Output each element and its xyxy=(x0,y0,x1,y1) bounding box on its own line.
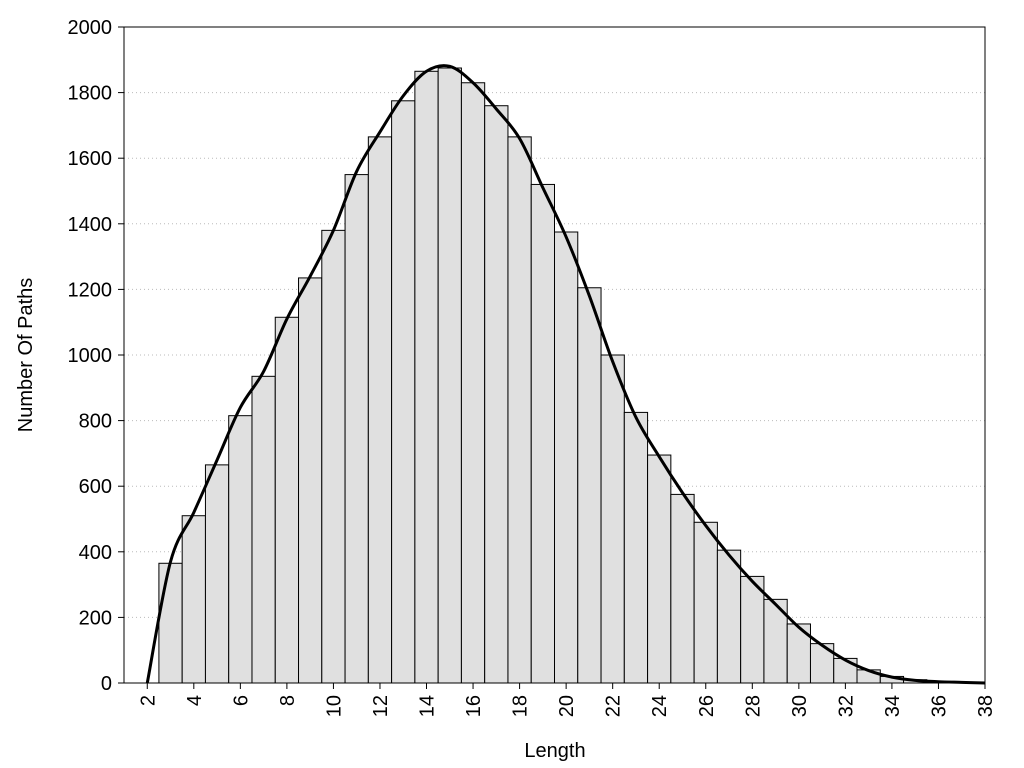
x-tick-label: 34 xyxy=(882,695,904,717)
y-axis-label: Number Of Paths xyxy=(15,278,37,433)
x-tick-label: 20 xyxy=(556,695,578,717)
x-tick-label: 32 xyxy=(835,695,857,717)
x-tick-label: 26 xyxy=(696,695,718,717)
x-tick-label: 36 xyxy=(928,695,950,717)
bar xyxy=(204,464,230,684)
bar xyxy=(577,287,602,684)
bar xyxy=(391,100,416,684)
x-tick-label: 22 xyxy=(603,695,625,717)
bar xyxy=(693,521,718,684)
bar xyxy=(716,549,742,684)
y-tick-label: 0 xyxy=(101,673,112,695)
bar xyxy=(623,411,649,684)
y-tick-label: 800 xyxy=(79,411,112,433)
y-tick-label: 1600 xyxy=(68,148,113,170)
bar xyxy=(460,82,486,684)
y-tick-label: 1400 xyxy=(68,214,113,236)
x-tick-label: 28 xyxy=(742,695,764,717)
x-tick-label: 4 xyxy=(184,695,206,706)
bar xyxy=(484,105,509,684)
x-tick-label: 6 xyxy=(230,695,252,706)
y-tick-label: 400 xyxy=(79,542,112,564)
x-tick-label: 14 xyxy=(417,695,439,717)
y-tick-label: 200 xyxy=(79,607,112,629)
bar xyxy=(530,183,556,684)
bar xyxy=(367,136,393,684)
x-tick-label: 12 xyxy=(370,695,392,717)
bar xyxy=(740,575,765,684)
bar xyxy=(228,415,253,684)
y-tick-label: 2000 xyxy=(68,17,113,39)
x-tick-label: 18 xyxy=(510,695,532,717)
y-tick-label: 1000 xyxy=(68,345,113,367)
bar xyxy=(274,316,300,684)
x-tick-label: 38 xyxy=(975,695,997,717)
x-tick-label: 16 xyxy=(463,695,485,717)
bar xyxy=(833,657,858,684)
x-tick-label: 8 xyxy=(277,695,299,706)
bar xyxy=(670,493,695,684)
bar xyxy=(298,277,323,684)
bar xyxy=(507,136,532,684)
x-tick-label: 10 xyxy=(323,695,345,717)
bar xyxy=(251,375,276,684)
plot-frame xyxy=(123,26,986,684)
bar xyxy=(321,229,346,684)
bar xyxy=(414,70,439,684)
bar xyxy=(600,354,625,684)
bar xyxy=(158,562,183,684)
bar xyxy=(181,515,206,684)
y-tick-label: 600 xyxy=(79,476,112,498)
bar xyxy=(554,231,579,684)
bar xyxy=(647,454,672,684)
x-axis-label: Length xyxy=(524,740,585,762)
x-tick-label: 30 xyxy=(789,695,811,717)
y-tick-label: 1800 xyxy=(68,83,113,105)
x-tick-label: 2 xyxy=(137,695,159,706)
bar xyxy=(437,67,462,684)
bar xyxy=(344,174,369,684)
x-tick-label: 24 xyxy=(649,695,671,717)
density-line xyxy=(145,64,986,685)
y-tick-label: 1200 xyxy=(68,279,113,301)
